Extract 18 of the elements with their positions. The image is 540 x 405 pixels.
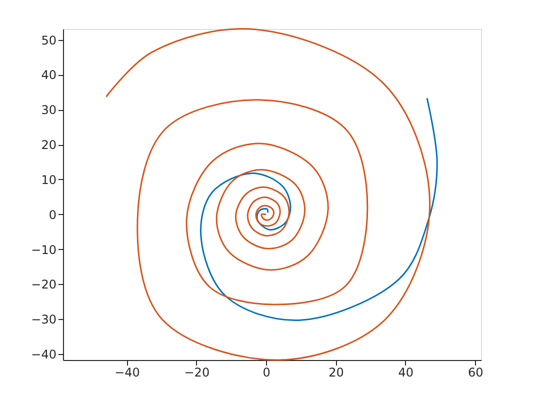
line-series (105, 28, 431, 361)
x-tick-label: 40 (398, 366, 414, 380)
x-tick-label: 0 (262, 366, 270, 380)
line-series (200, 97, 438, 321)
y-tick-label: 20 (41, 138, 56, 152)
x-tick-label: −40 (114, 366, 140, 380)
x-tick-label: −20 (184, 366, 210, 380)
y-tick-label: 0 (48, 208, 56, 222)
y-tick-label: −10 (31, 242, 56, 257)
y-tick-label: −30 (31, 312, 56, 327)
y-tick-label: −20 (31, 278, 56, 292)
x-tick-label: 20 (328, 366, 344, 380)
y-tick-label: 10 (41, 172, 56, 187)
x-tick-label: 60 (468, 366, 484, 380)
y-tick-label: 40 (41, 68, 56, 82)
y-tick-label: −40 (31, 348, 56, 362)
y-tick-label: 30 (41, 103, 56, 118)
y-tick-label: 50 (41, 33, 56, 48)
